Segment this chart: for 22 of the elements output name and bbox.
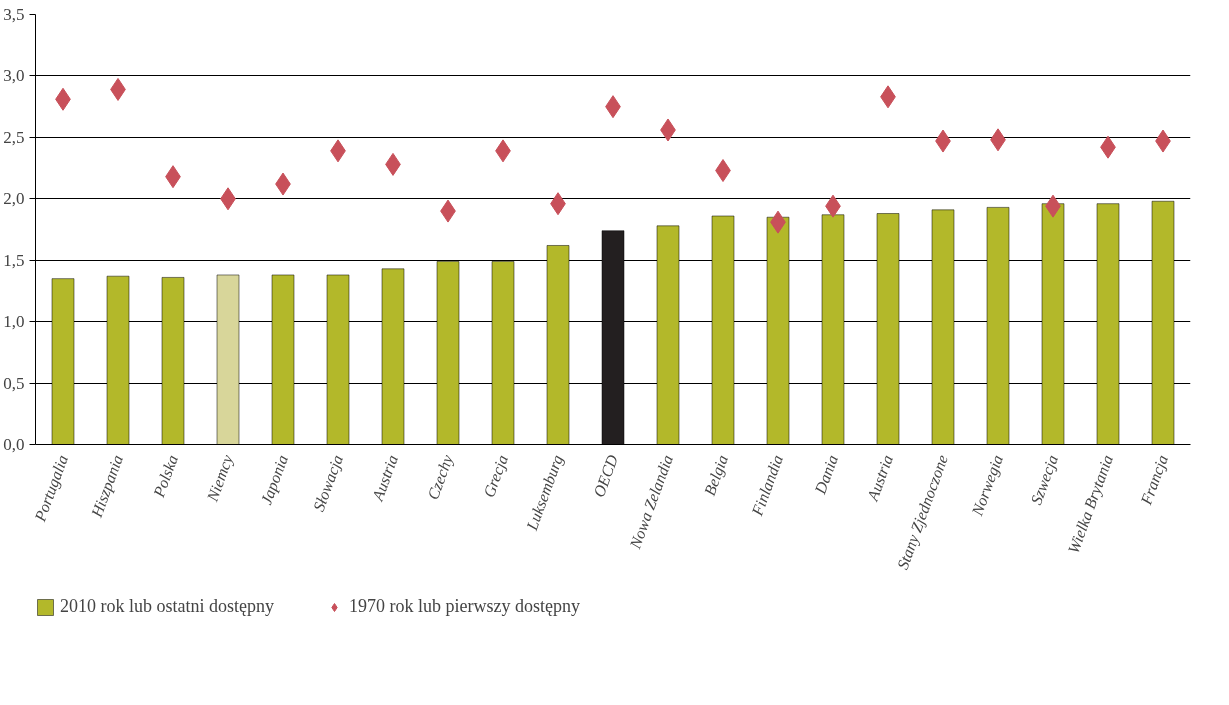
- x-tick-label: OECD: [590, 452, 622, 500]
- y-tick-label: 2,5: [3, 127, 25, 147]
- y-tick-label: 0,5: [3, 373, 25, 393]
- y-tick-label: 0,0: [3, 435, 25, 454]
- y-tick-label: 2,0: [3, 189, 25, 209]
- x-tick-label: Dania: [810, 452, 841, 497]
- legend-label: 1970 rok lub pierwszy dostępny: [349, 596, 580, 617]
- x-tick-label: Austria: [368, 452, 401, 504]
- x-tick-label: Polska: [149, 452, 181, 501]
- x-tick-label: Belgia: [700, 452, 732, 498]
- legend-label: 2010 rok lub ostatni dostępny: [60, 596, 274, 617]
- x-tick-label: Japonia: [257, 452, 292, 508]
- x-tick-label: Czechy: [424, 451, 458, 503]
- x-tick-label: Niemcy: [203, 451, 238, 505]
- x-tick-label: Austria: [863, 452, 896, 504]
- y-tick-label: 3,0: [3, 66, 25, 86]
- y-tick-label: 1,0: [3, 312, 25, 332]
- x-tick-label: Francja: [1137, 452, 1172, 509]
- y-tick-label: 3,5: [3, 5, 25, 24]
- x-tick-label: Grecja: [480, 452, 512, 500]
- y-tick-label: 1,5: [3, 250, 25, 270]
- x-tick-label: Szwecja: [1027, 452, 1062, 508]
